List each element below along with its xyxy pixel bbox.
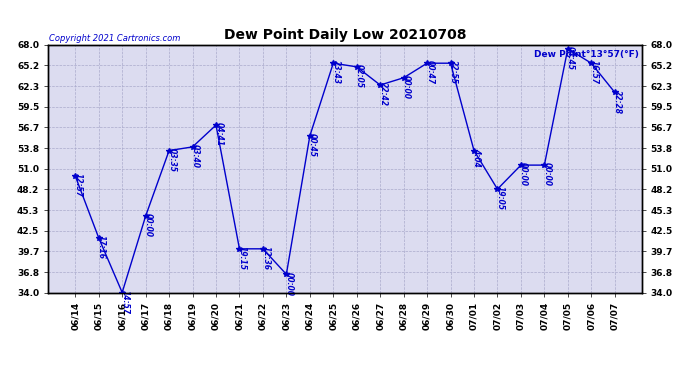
Text: 16:57: 16:57 (589, 60, 598, 84)
Text: 22:28: 22:28 (613, 90, 622, 114)
Text: 03:40: 03:40 (191, 144, 200, 168)
Text: 22:55: 22:55 (448, 60, 458, 84)
Text: 14:57: 14:57 (121, 290, 130, 314)
Text: 00:00: 00:00 (542, 162, 551, 186)
Text: 22:42: 22:42 (378, 82, 388, 106)
Text: 17:16: 17:16 (97, 235, 106, 259)
Text: 00:45: 00:45 (308, 133, 317, 157)
Text: 00:47: 00:47 (425, 60, 435, 84)
Text: 04:41: 04:41 (215, 122, 224, 146)
Text: 03:35: 03:35 (168, 148, 177, 172)
Text: 4:04: 4:04 (472, 148, 482, 166)
Text: 00:00: 00:00 (144, 213, 153, 237)
Title: Dew Point Daily Low 20210708: Dew Point Daily Low 20210708 (224, 28, 466, 42)
Text: Dew Point°13°57(°F): Dew Point°13°57(°F) (534, 50, 639, 59)
Text: 04:45: 04:45 (566, 46, 575, 70)
Text: 19:15: 19:15 (238, 246, 247, 270)
Text: 02:05: 02:05 (355, 64, 364, 88)
Text: Copyright 2021 Cartronics.com: Copyright 2021 Cartronics.com (49, 33, 180, 42)
Text: 23:43: 23:43 (332, 60, 341, 84)
Text: 00:00: 00:00 (519, 162, 528, 186)
Text: 19:05: 19:05 (495, 186, 504, 210)
Text: 12:36: 12:36 (262, 246, 270, 270)
Text: 12:57: 12:57 (74, 173, 83, 197)
Text: 00:00: 00:00 (402, 75, 411, 99)
Text: 00:00: 00:00 (285, 272, 294, 296)
